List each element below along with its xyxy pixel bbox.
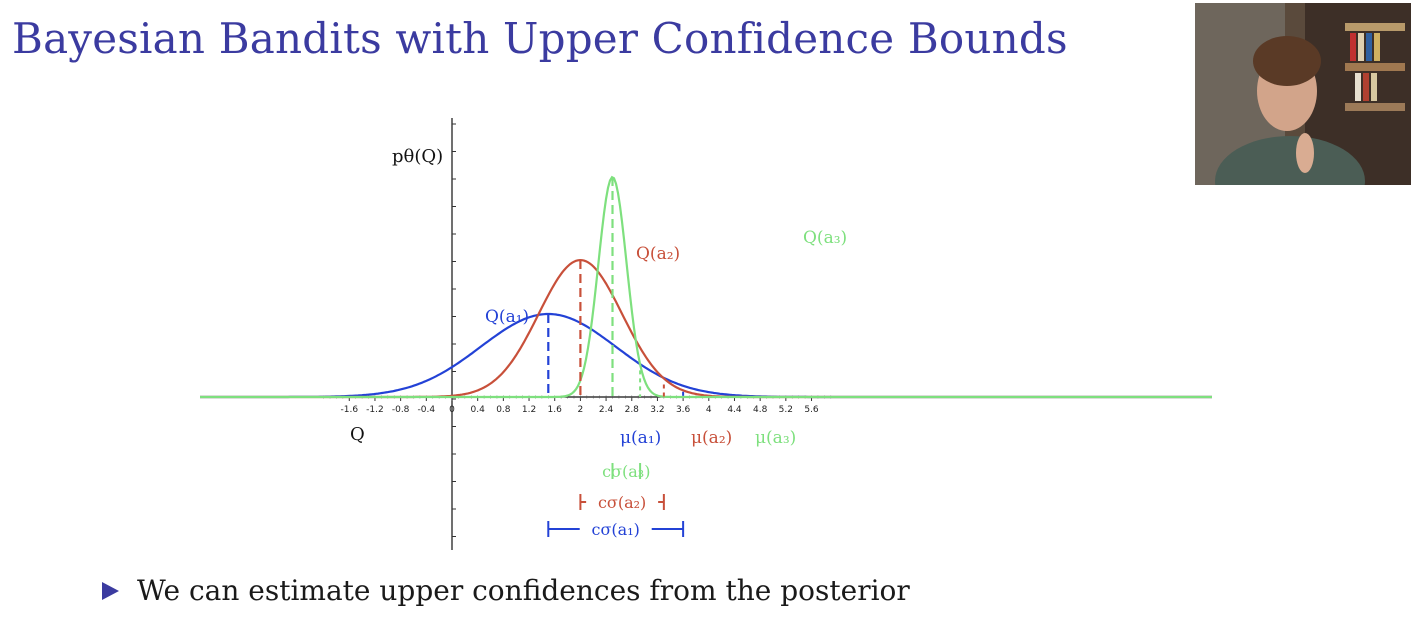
mu-label-a1: μ(a₁) (620, 428, 661, 448)
series-line-a1 (200, 312, 1212, 399)
presenter-webcam (1195, 3, 1411, 185)
x-tick-label: -1.6 (340, 405, 358, 415)
x-tick-label: 2 (578, 405, 584, 415)
x-tick-label: 4 (706, 405, 712, 415)
ucb-label-a1: cσ(a₁) (592, 520, 640, 539)
x-tick-label: 0.4 (471, 405, 486, 415)
mu-label-a2: μ(a₂) (691, 428, 732, 448)
x-axis-label: Q (350, 424, 365, 445)
x-tick-label: -1.2 (366, 405, 384, 415)
x-tick-label: 1.2 (522, 405, 536, 415)
x-tick-label: 0.8 (496, 405, 511, 415)
x-tick-label: 0 (449, 405, 455, 415)
x-tick-label: -0.8 (392, 405, 410, 415)
x-tick-label: 1.6 (548, 405, 563, 415)
x-tick-label: 5.6 (804, 405, 819, 415)
x-tick-label: 4.4 (727, 405, 742, 415)
mu-label-a3: μ(a₃) (755, 428, 796, 448)
series-line-a3 (200, 175, 1212, 399)
bullet-text: We can estimate upper confidences from t… (137, 574, 910, 607)
x-tick-label: 3.6 (676, 405, 691, 415)
series-label-a3: Q(a₃) (803, 228, 847, 248)
slide-title: Bayesian Bandits with Upper Confidence B… (12, 14, 1068, 63)
ucb-label-a3: cσ(a₃) (602, 462, 650, 481)
ucb-label-a2: cσ(a₂) (598, 493, 646, 512)
y-axis-label: pθ(Q) (392, 146, 443, 167)
series-label-a1: Q(a₁) (485, 307, 529, 327)
x-tick-label: 3.2 (650, 405, 664, 415)
presenter-video-icon (1195, 3, 1411, 185)
bullet-item: We can estimate upper confidences from t… (102, 574, 910, 607)
x-tick-label: 2.8 (625, 405, 640, 415)
x-tick-label: 4.8 (753, 405, 768, 415)
x-tick-label: -0.4 (418, 405, 436, 415)
series-label-a2: Q(a₂) (636, 244, 680, 264)
x-tick-label: 2.4 (599, 405, 614, 415)
triangle-bullet-icon (102, 581, 119, 600)
series-line-a2 (200, 258, 1212, 399)
x-tick-label: 5.2 (779, 405, 793, 415)
